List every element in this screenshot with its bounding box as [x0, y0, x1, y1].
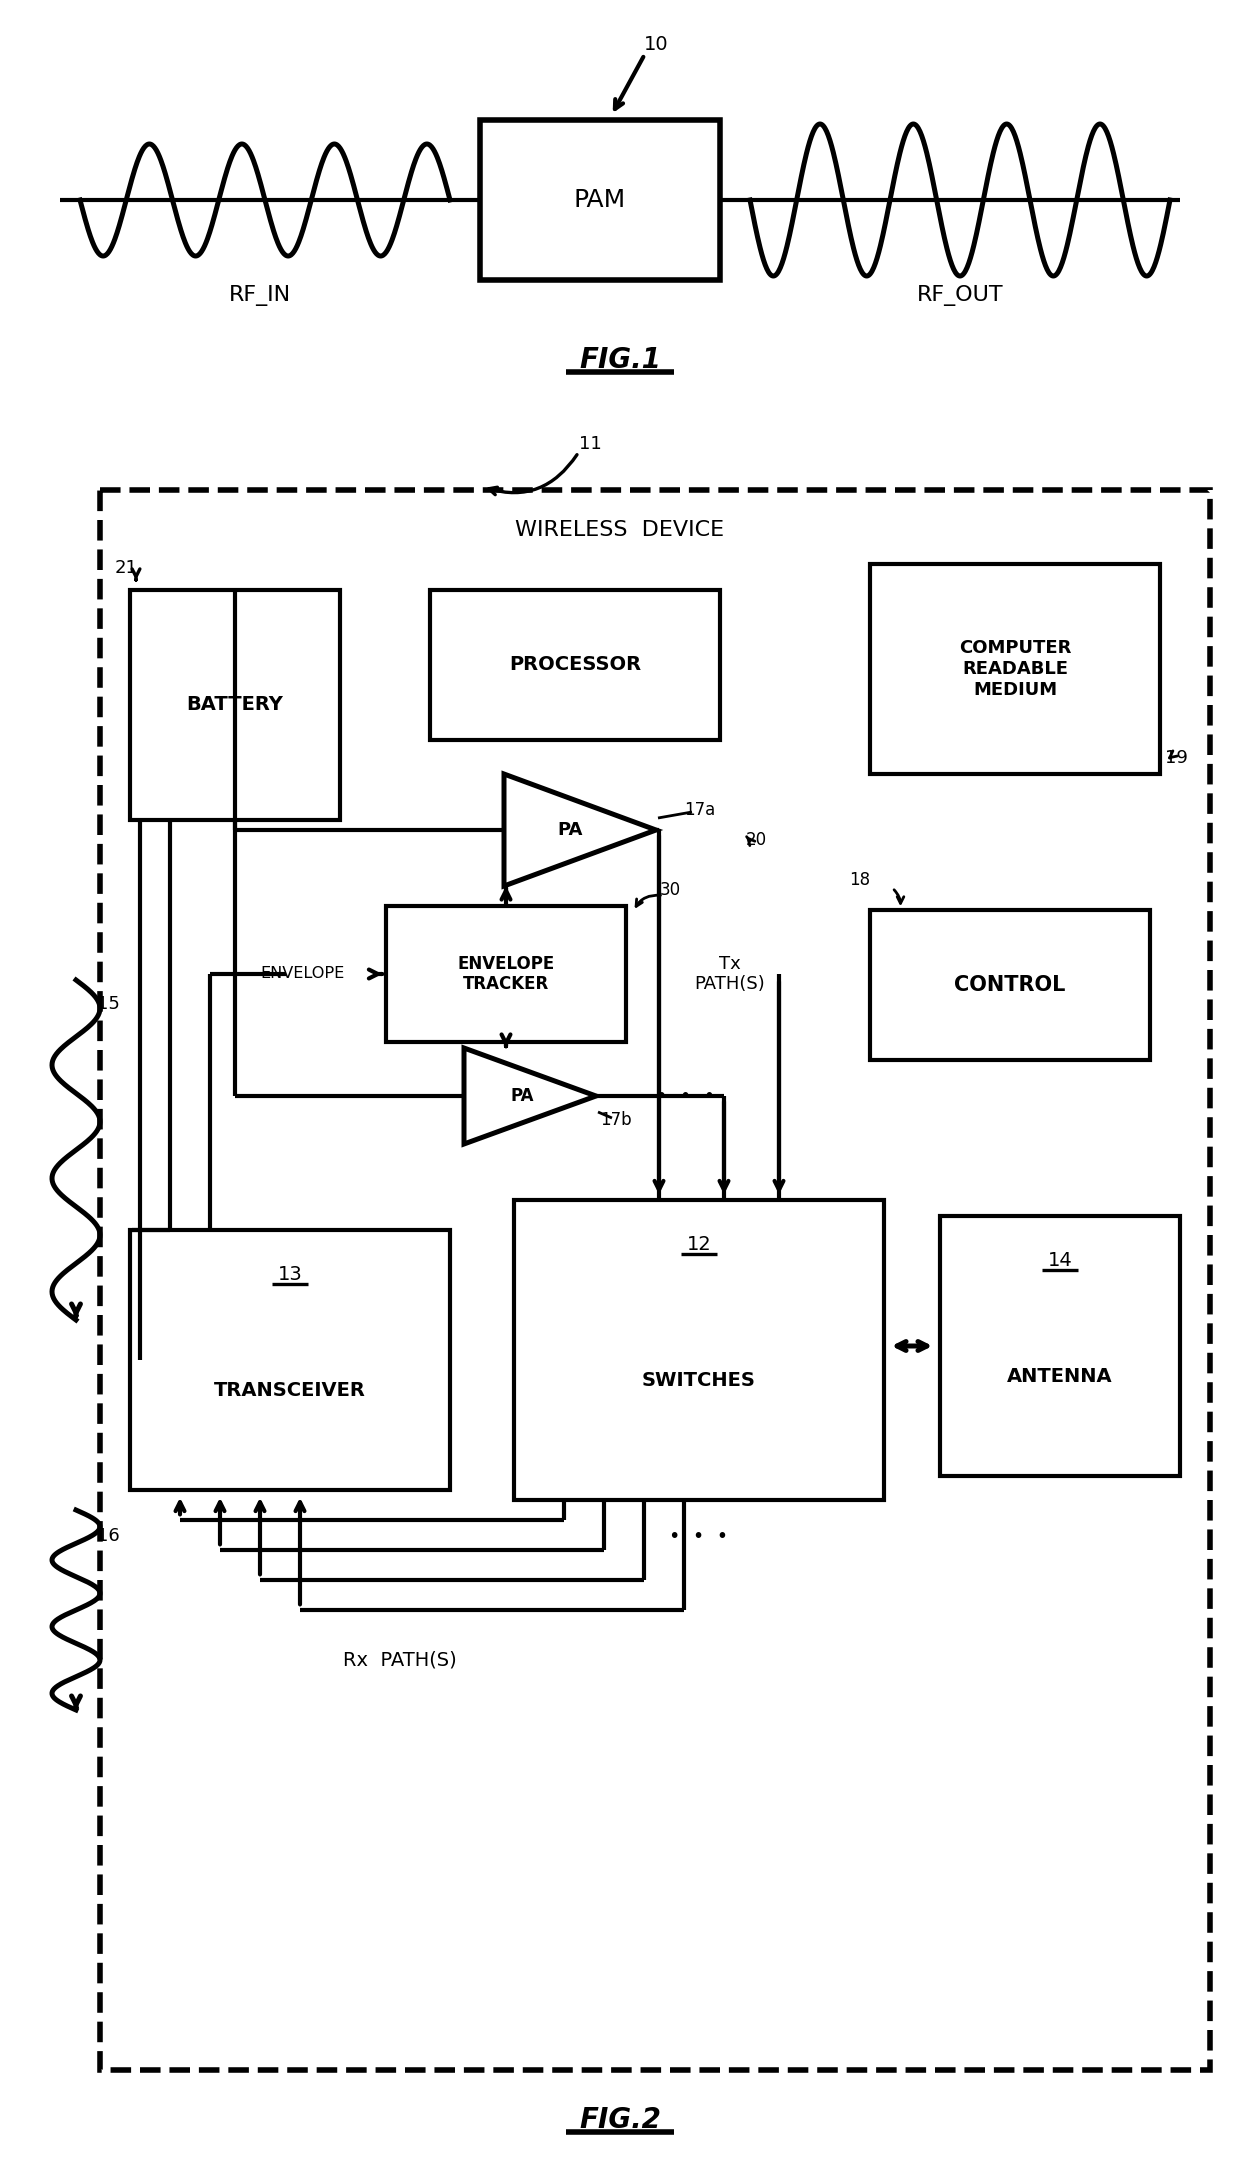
- Text: PA: PA: [557, 821, 583, 838]
- Text: FIG.1: FIG.1: [579, 347, 661, 375]
- Bar: [130, 1230, 450, 1490]
- Text: COMPUTER
READABLE
MEDIUM: COMPUTER READABLE MEDIUM: [959, 639, 1071, 700]
- Text: 30: 30: [660, 882, 681, 899]
- Bar: [100, 490, 1210, 2071]
- Bar: [480, 119, 720, 279]
- Text: PAM: PAM: [574, 188, 626, 212]
- Text: ENVELOPE
TRACKER: ENVELOPE TRACKER: [458, 955, 554, 994]
- Bar: [870, 910, 1149, 1059]
- Text: 21: 21: [114, 559, 138, 576]
- Bar: [386, 905, 626, 1042]
- Text: 12: 12: [687, 1235, 712, 1254]
- Text: 10: 10: [644, 35, 668, 54]
- Text: ANTENNA: ANTENNA: [1007, 1367, 1112, 1386]
- Text: •  •  •: • • •: [656, 1087, 715, 1105]
- Text: CONTROL: CONTROL: [955, 975, 1065, 994]
- Text: FIG.2: FIG.2: [579, 2105, 661, 2134]
- Text: SWITCHES: SWITCHES: [642, 1371, 756, 1391]
- Polygon shape: [464, 1048, 596, 1144]
- Bar: [870, 563, 1159, 773]
- Text: 11: 11: [579, 435, 601, 453]
- Text: Tx
PATH(S): Tx PATH(S): [694, 955, 765, 994]
- Text: 18: 18: [849, 871, 870, 888]
- Text: PROCESSOR: PROCESSOR: [508, 656, 641, 674]
- Polygon shape: [503, 773, 656, 886]
- Text: 13: 13: [278, 1265, 303, 1284]
- Text: 15: 15: [97, 994, 119, 1014]
- Text: ENVELOPE: ENVELOPE: [260, 966, 345, 981]
- Text: PA: PA: [510, 1087, 533, 1105]
- Text: WIRELESS  DEVICE: WIRELESS DEVICE: [516, 520, 724, 539]
- Text: 20: 20: [745, 832, 766, 849]
- Bar: [940, 1215, 1180, 1475]
- Text: 17a: 17a: [684, 801, 715, 819]
- Text: 14: 14: [1048, 1250, 1073, 1269]
- Text: Rx  PATH(S): Rx PATH(S): [343, 1650, 456, 1670]
- Bar: [130, 589, 340, 821]
- Text: RF_IN: RF_IN: [229, 286, 291, 308]
- Text: BATTERY: BATTERY: [186, 695, 284, 715]
- Text: 17b: 17b: [600, 1111, 632, 1128]
- Bar: [515, 1200, 884, 1501]
- Text: RF_OUT: RF_OUT: [916, 286, 1003, 308]
- Text: 19: 19: [1164, 749, 1188, 767]
- Text: 16: 16: [97, 1527, 119, 1544]
- Bar: [430, 589, 720, 741]
- Text: TRANSCEIVER: TRANSCEIVER: [215, 1380, 366, 1399]
- Text: •  •  •: • • •: [670, 1527, 729, 1547]
